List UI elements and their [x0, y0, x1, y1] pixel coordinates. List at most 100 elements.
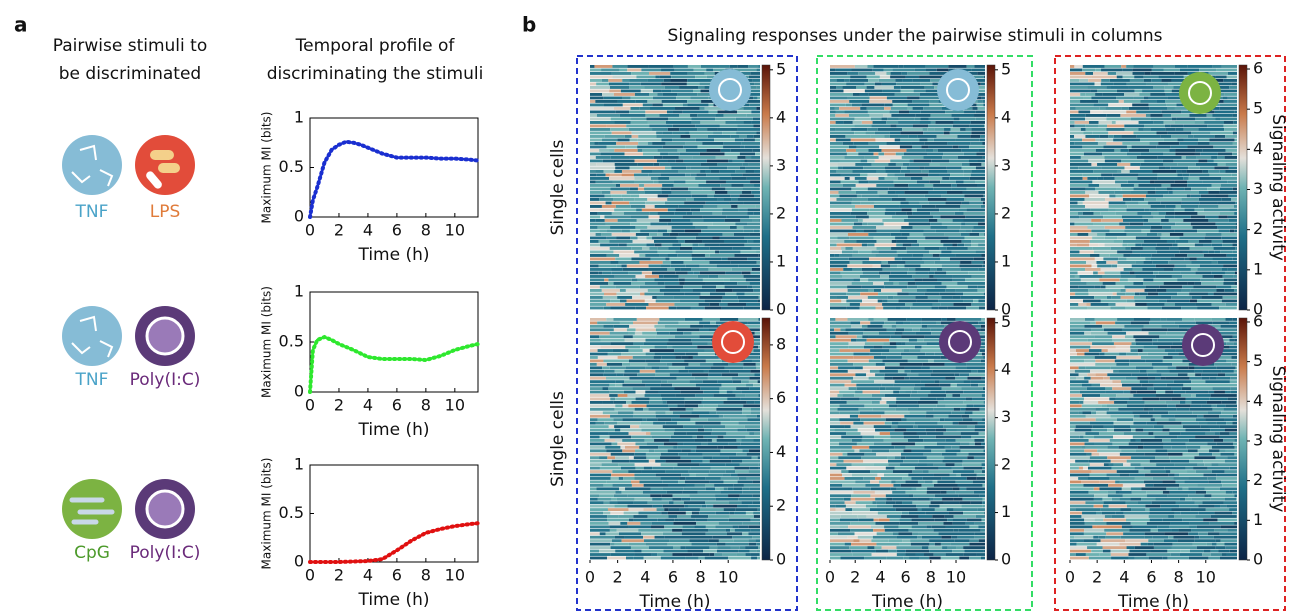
line [310, 142, 478, 217]
heatmap-cell [917, 289, 926, 292]
heatmap-cell [830, 100, 849, 103]
heatmap-cell [675, 209, 690, 212]
heatmap-cell [734, 233, 750, 236]
heatmap-cell [602, 387, 608, 390]
heatmap-cell [873, 529, 885, 532]
heatmap-cell [853, 121, 862, 124]
heatmap-cell [1221, 118, 1237, 121]
heatmap-cell [981, 359, 985, 362]
heatmap-cell [700, 209, 722, 212]
heatmap-cell [708, 474, 722, 477]
heatmap-cell [952, 487, 959, 490]
heatmap-cell [836, 508, 846, 511]
heatmap-cell [1093, 272, 1098, 275]
heatmap-cell [887, 174, 894, 177]
heatmap-cell [942, 453, 957, 456]
heatmap-cell [691, 167, 709, 170]
heatmap-cell [609, 149, 614, 152]
heatmap-cell [731, 184, 743, 187]
panel-title: Signaling responses under the pairwise s… [668, 26, 1163, 46]
heatmap-cell [1080, 93, 1085, 96]
heatmap-cell [946, 272, 968, 275]
heatmap-cell [974, 258, 985, 261]
heatmap-cell [874, 436, 890, 439]
heatmap-cell [1087, 453, 1092, 456]
heatmap-cell [673, 132, 685, 135]
heatmap-cell [1156, 498, 1180, 501]
heatmap-cell [866, 515, 886, 518]
heatmap-cell [672, 244, 680, 247]
heatmap-cell [1153, 477, 1174, 480]
heatmap-cell [984, 76, 985, 79]
heatmap-cell [743, 226, 760, 229]
heatmap-cell [710, 411, 717, 414]
heatmap-cell [830, 149, 846, 152]
heatmap-cell [959, 146, 969, 149]
heatmap-cell [884, 377, 892, 380]
heatmap-cell [1070, 97, 1083, 100]
heatmap-cell [905, 174, 928, 177]
heatmap-cell [598, 498, 612, 501]
heatmap-cell [735, 170, 745, 173]
heatmap-cell [697, 128, 707, 131]
heatmap-cell [983, 505, 985, 508]
heatmap-cell [1176, 240, 1189, 243]
heatmap-cell [1143, 223, 1160, 226]
heatmap-cell [685, 230, 701, 233]
heatmap-cell [644, 342, 667, 345]
heatmap-cell [747, 429, 760, 432]
heatmap-cell [675, 356, 681, 359]
heatmap-cell [853, 170, 877, 173]
heatmap-cell [695, 422, 721, 425]
heatmap-cell [709, 104, 714, 107]
heatmap-cell [590, 508, 608, 511]
heatmap-cell [1070, 289, 1088, 292]
heatmap-cell [1070, 177, 1083, 180]
heatmap-cell [965, 279, 985, 282]
heatmap-cell [974, 114, 985, 117]
heatmap-cell [896, 480, 906, 483]
heatmap-cell [602, 139, 617, 142]
heatmap-cell [916, 282, 942, 285]
heatmap-cell [617, 265, 621, 268]
heatmap-cell [1149, 104, 1167, 107]
heatmap-cell [961, 415, 969, 418]
heatmap-cell [590, 128, 610, 131]
heatmap-cell [1161, 237, 1180, 240]
heatmap-cell [748, 223, 760, 226]
heatmap-cell [615, 491, 621, 494]
heatmap-cell [742, 174, 760, 177]
heatmap-cell [1181, 432, 1206, 435]
heatmap-cell [934, 380, 939, 383]
heatmap-cell [930, 498, 934, 501]
heatmap-cell [837, 170, 853, 173]
heatmap-cell [640, 286, 665, 289]
heatmap-cell [905, 303, 912, 306]
heatmap-cell [963, 418, 973, 421]
heatmap-cell [840, 404, 865, 407]
heatmap-cell [883, 114, 891, 117]
heatmap-cell [1222, 244, 1232, 247]
heatmap-cell [1094, 335, 1112, 338]
heatmap-cell [1122, 328, 1141, 331]
x-tick-label: 10 [445, 396, 465, 415]
heatmap-cell [656, 474, 682, 477]
heatmap-cell [719, 251, 740, 254]
heatmap-cell [862, 244, 867, 247]
heatmap-cell [909, 411, 926, 414]
heatmap-cell [1070, 293, 1075, 296]
x-tick-label: 4 [363, 566, 373, 585]
heatmap-cell [644, 467, 652, 470]
heatmap-cell [729, 202, 743, 205]
heatmap-cell [926, 432, 943, 435]
heatmap-cell [1130, 346, 1143, 349]
heatmap-cell [956, 480, 973, 483]
heatmap-cell [1070, 553, 1076, 556]
heatmap-cell [597, 321, 620, 324]
heatmap-cell [889, 188, 909, 191]
heatmap-cell [1123, 198, 1132, 201]
heatmap-cell [1142, 384, 1154, 387]
heatmap-cell [590, 318, 606, 321]
heatmap-cell [614, 328, 627, 331]
heatmap-cell [674, 349, 688, 352]
